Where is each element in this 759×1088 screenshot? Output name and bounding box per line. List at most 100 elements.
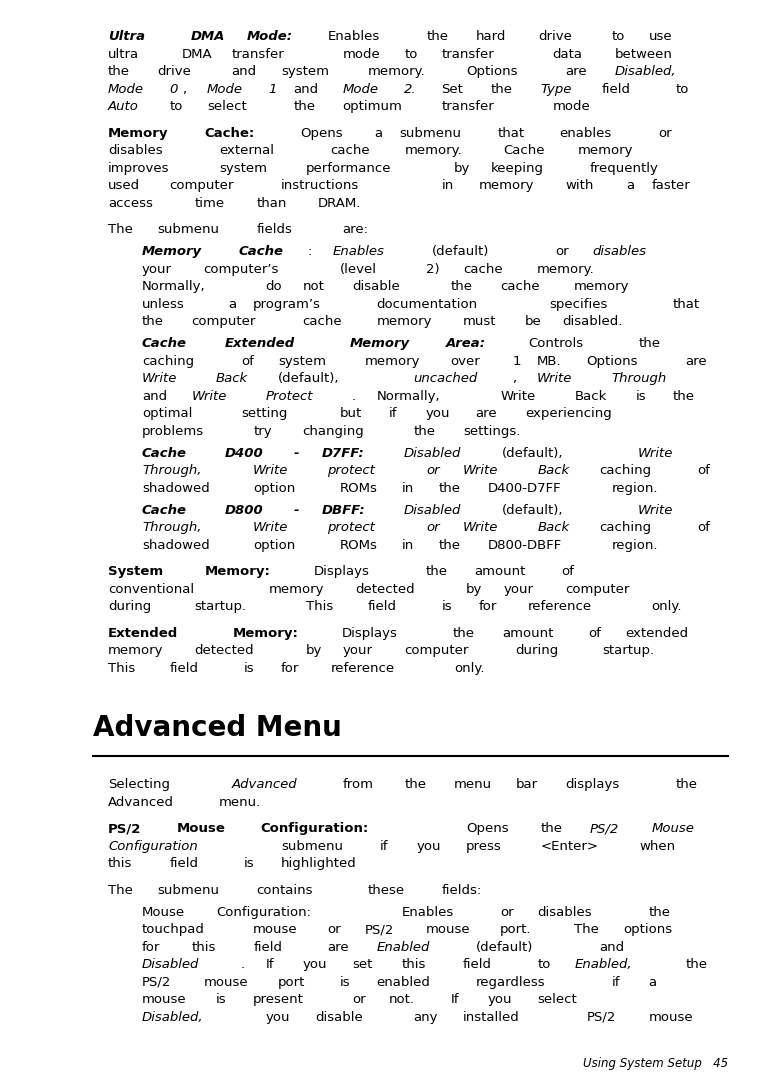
- Text: mode: mode: [342, 48, 380, 61]
- Text: try: try: [254, 424, 272, 437]
- Text: hard: hard: [476, 30, 506, 44]
- Text: in: in: [402, 539, 414, 552]
- Text: Configuration:: Configuration:: [260, 823, 368, 834]
- Text: select: select: [537, 993, 577, 1006]
- Text: Auto: Auto: [108, 100, 139, 113]
- Text: a: a: [374, 126, 383, 139]
- Text: your: your: [342, 644, 373, 657]
- Text: 2): 2): [426, 262, 439, 275]
- Text: the: the: [685, 959, 707, 970]
- Text: Mode: Mode: [342, 83, 379, 96]
- Text: Protect: Protect: [266, 390, 313, 403]
- Text: Memory:: Memory:: [232, 627, 298, 640]
- Text: cache: cache: [500, 280, 540, 293]
- Text: Write: Write: [537, 372, 572, 385]
- Text: ROMs: ROMs: [339, 539, 377, 552]
- Text: Opens: Opens: [466, 823, 509, 834]
- Text: external: external: [219, 144, 274, 157]
- Text: conventional: conventional: [108, 582, 194, 595]
- Text: The: The: [108, 883, 133, 897]
- Text: during: during: [108, 599, 151, 613]
- Text: are: are: [475, 407, 497, 420]
- Text: highlighted: highlighted: [281, 857, 357, 870]
- Text: submenu: submenu: [399, 126, 461, 139]
- Text: you: you: [303, 959, 327, 970]
- Text: over: over: [451, 355, 480, 368]
- Text: the: the: [427, 30, 449, 44]
- Text: the: the: [648, 905, 670, 918]
- Text: use: use: [649, 30, 672, 44]
- Text: Disabled: Disabled: [403, 446, 461, 459]
- Text: submenu: submenu: [157, 223, 219, 236]
- Text: Write: Write: [638, 446, 673, 459]
- Text: or: or: [327, 923, 341, 936]
- Text: memory.: memory.: [367, 65, 425, 78]
- Text: changing: changing: [303, 424, 364, 437]
- Text: you: you: [488, 993, 512, 1006]
- Text: is: is: [339, 976, 350, 989]
- Text: disables: disables: [592, 245, 646, 258]
- Text: experiencing: experiencing: [525, 407, 612, 420]
- Text: access: access: [108, 197, 153, 210]
- Text: Options: Options: [587, 355, 638, 368]
- Text: Enables: Enables: [332, 245, 385, 258]
- Text: D800-DBFF: D800-DBFF: [488, 539, 562, 552]
- Text: Mouse: Mouse: [651, 823, 694, 834]
- Text: that: that: [673, 297, 700, 310]
- Text: region.: region.: [611, 539, 658, 552]
- Text: memory: memory: [478, 180, 534, 191]
- Text: only.: only.: [454, 662, 484, 675]
- Text: Write: Write: [254, 521, 288, 534]
- Text: The: The: [575, 923, 599, 936]
- Text: a: a: [627, 180, 635, 191]
- Text: memory.: memory.: [405, 144, 462, 157]
- Text: Write: Write: [638, 504, 673, 517]
- Text: port.: port.: [500, 923, 531, 936]
- Text: field: field: [170, 857, 199, 870]
- Text: Enabled,: Enabled,: [575, 959, 632, 970]
- Text: optimal: optimal: [142, 407, 192, 420]
- Text: Memory: Memory: [349, 337, 410, 350]
- Text: mode: mode: [553, 100, 591, 113]
- Text: your: your: [142, 262, 172, 275]
- Text: Back: Back: [216, 372, 248, 385]
- Text: of: of: [561, 565, 574, 578]
- Text: be: be: [525, 316, 542, 327]
- Text: Extended: Extended: [108, 627, 178, 640]
- Text: Disabled: Disabled: [142, 959, 200, 970]
- Text: unless: unless: [142, 297, 184, 310]
- Text: Write: Write: [142, 372, 178, 385]
- Text: press: press: [466, 840, 502, 853]
- Text: to: to: [612, 30, 625, 44]
- Text: Disabled,: Disabled,: [142, 1011, 203, 1024]
- Text: detected: detected: [194, 644, 254, 657]
- Text: transfer: transfer: [231, 48, 285, 61]
- Text: D400-D7FF: D400-D7FF: [488, 482, 562, 495]
- Text: mouse: mouse: [648, 1011, 693, 1024]
- Text: the: the: [639, 337, 661, 350]
- Text: Write: Write: [191, 390, 227, 403]
- Text: memory: memory: [364, 355, 420, 368]
- Text: system: system: [219, 161, 267, 174]
- Text: Through,: Through,: [142, 463, 201, 477]
- Text: cache: cache: [463, 262, 502, 275]
- Text: port: port: [278, 976, 305, 989]
- Text: Configuration: Configuration: [108, 840, 198, 853]
- Text: cache: cache: [303, 316, 342, 327]
- Text: Options: Options: [466, 65, 518, 78]
- Text: computer: computer: [191, 316, 256, 327]
- Text: and: and: [293, 83, 318, 96]
- Text: you: you: [266, 1011, 290, 1024]
- Text: that: that: [498, 126, 525, 139]
- Text: select: select: [206, 100, 247, 113]
- Text: Mode: Mode: [206, 83, 243, 96]
- Text: Configuration:: Configuration:: [216, 905, 311, 918]
- Text: If: If: [451, 993, 459, 1006]
- Text: mouse: mouse: [254, 923, 298, 936]
- Text: in: in: [442, 180, 454, 191]
- Text: between: between: [614, 48, 672, 61]
- Text: Mouse: Mouse: [142, 905, 185, 918]
- Text: caching: caching: [142, 355, 194, 368]
- Text: is: is: [216, 993, 227, 1006]
- Text: the: the: [405, 778, 427, 791]
